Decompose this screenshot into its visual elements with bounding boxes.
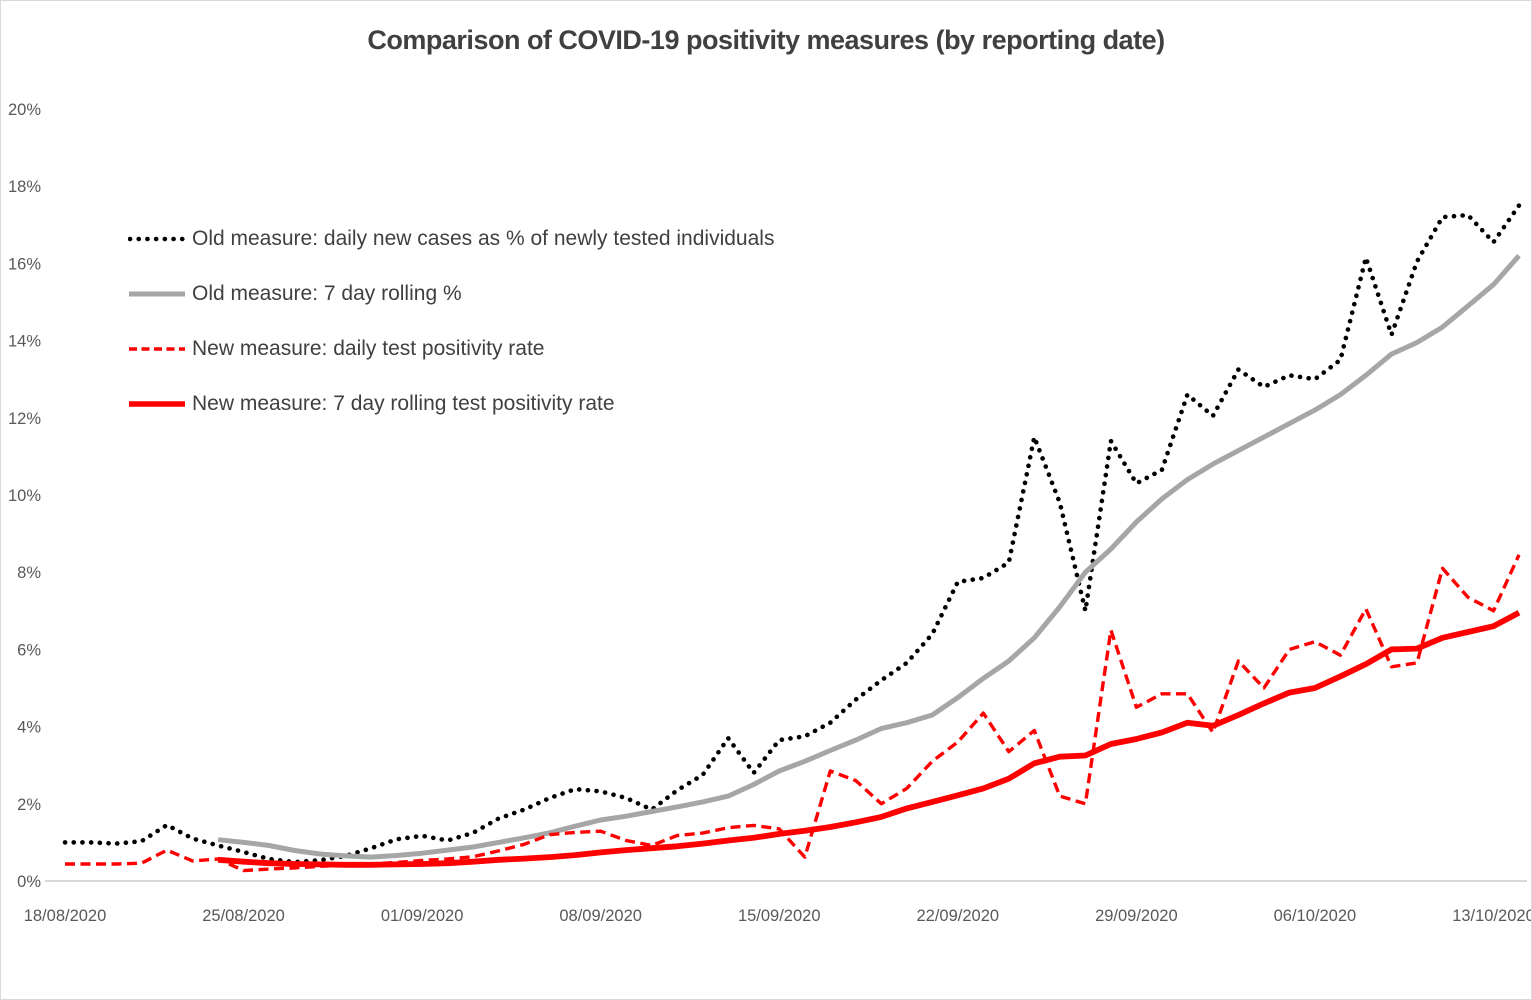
y-tick-label: 8% — [17, 564, 41, 582]
series-new-rolling-red — [217, 610, 1521, 868]
x-tick-label: 18/08/2020 — [24, 907, 107, 925]
red-solid-swatch-icon — [129, 400, 185, 407]
x-tick-label: 29/09/2020 — [1095, 907, 1178, 925]
series-old-daily-dotted — [62, 203, 1522, 865]
y-tick-label: 16% — [8, 255, 41, 273]
series-old-rolling-gray — [217, 254, 1521, 860]
legend-item-new-rolling: New measure: 7 day rolling test positivi… — [128, 376, 774, 431]
legend-label-old-rolling: Old measure: 7 day rolling % — [192, 281, 462, 305]
y-tick-label: 12% — [8, 410, 41, 428]
x-tick-label: 08/09/2020 — [559, 907, 642, 925]
x-tick-label: 01/09/2020 — [381, 907, 464, 925]
chart-title: Comparison of COVID-19 positivity measur… — [367, 25, 1165, 55]
legend-item-old-rolling: Old measure: 7 day rolling % — [128, 266, 774, 321]
x-tick-label: 22/09/2020 — [917, 907, 1000, 925]
y-tick-label: 10% — [8, 487, 41, 505]
y-tick-label: 18% — [8, 178, 41, 196]
red-dashed-swatch-icon — [129, 346, 185, 351]
y-tick-label: 20% — [8, 101, 41, 119]
y-tick-label: 6% — [17, 641, 41, 659]
legend-label-new-daily: New measure: daily test positivity rate — [192, 336, 545, 360]
legend-label-new-rolling: New measure: 7 day rolling test positivi… — [192, 391, 615, 415]
x-tick-label: 13/10/2020 — [1452, 907, 1532, 925]
y-tick-label: 4% — [17, 719, 41, 737]
legend-label-old-daily: Old measure: daily new cases as % of new… — [192, 226, 775, 250]
series-new-daily-dashed — [65, 554, 1521, 873]
x-tick-label: 06/10/2020 — [1274, 907, 1357, 925]
y-tick-label: 2% — [17, 796, 41, 814]
legend-item-new-daily: New measure: daily test positivity rate — [128, 321, 774, 376]
y-tick-label: 14% — [8, 333, 41, 351]
y-tick-label: 0% — [17, 873, 41, 891]
legend-item-old-daily: Old measure: daily new cases as % of new… — [128, 211, 774, 266]
gray-line-swatch-icon — [129, 291, 185, 296]
x-tick-label: 25/08/2020 — [202, 907, 285, 925]
dotted-line-swatch-icon — [128, 236, 186, 241]
x-tick-label: 15/09/2020 — [738, 907, 821, 925]
legend: Old measure: daily new cases as % of new… — [128, 211, 774, 431]
